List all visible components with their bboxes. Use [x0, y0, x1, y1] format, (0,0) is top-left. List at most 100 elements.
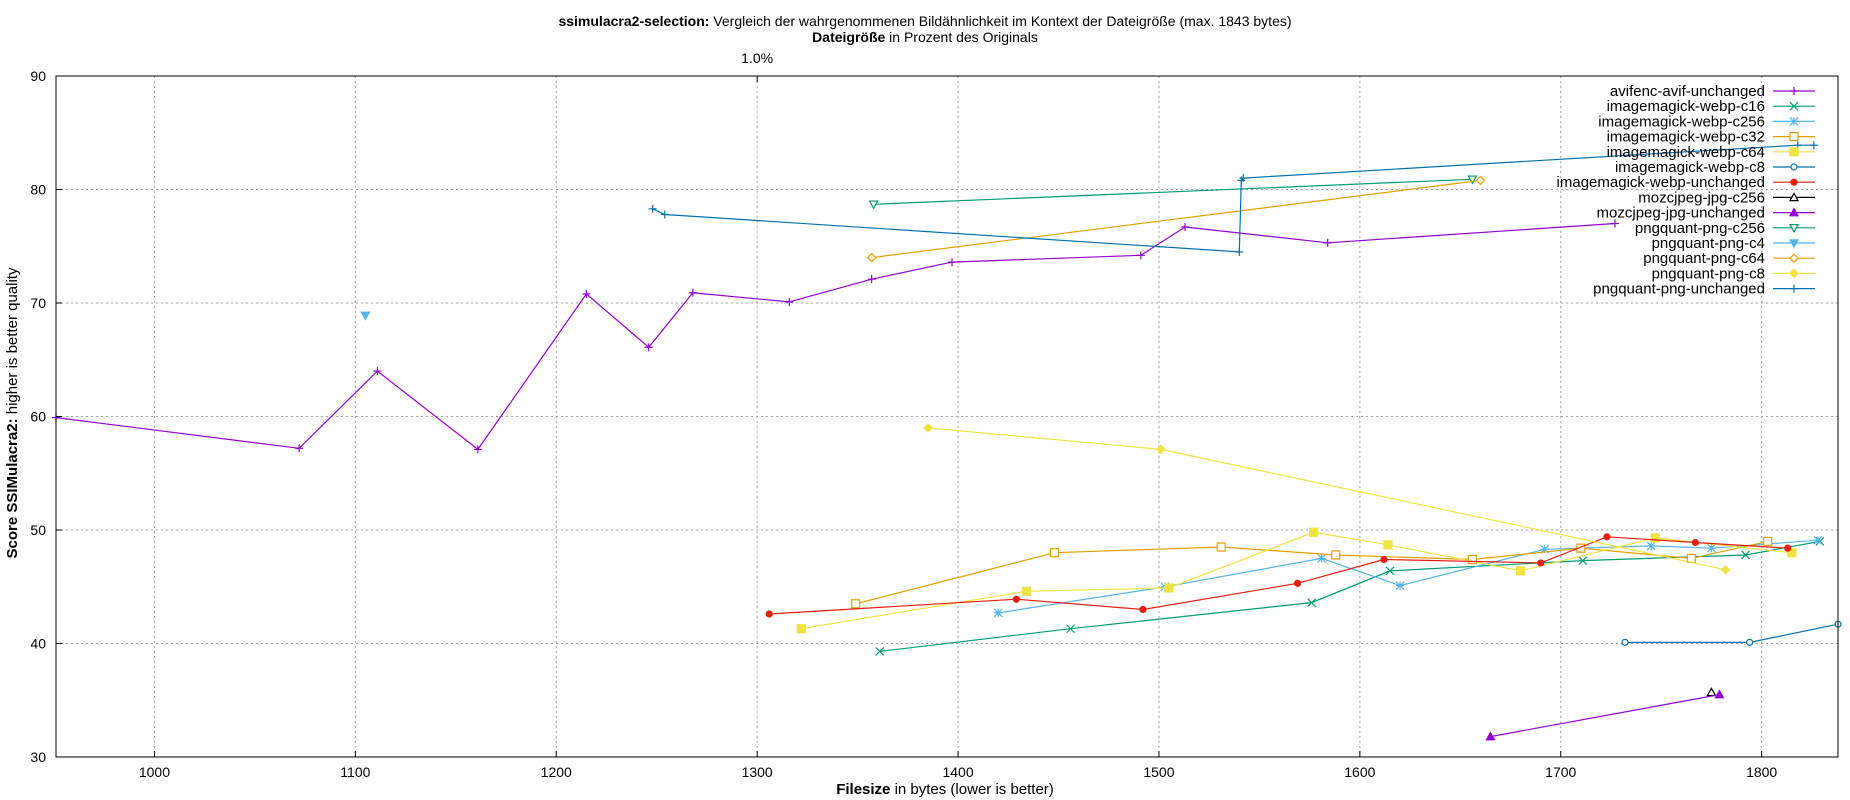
- data-point: [1331, 550, 1341, 560]
- series-line: [871, 179, 1481, 259]
- data-point: [1467, 554, 1477, 565]
- series-mozcjpeg-jpg-unchanged: [1485, 689, 1725, 741]
- x2-tick-label: 1.0%: [741, 50, 773, 66]
- legend: avifenc-avif-unchangedimagemagick-webp-c…: [1557, 83, 1815, 298]
- data-point: [1714, 689, 1725, 699]
- x-axis-label-rest: in bytes (lower is better): [890, 781, 1053, 798]
- data-point: [1790, 178, 1798, 186]
- legend-label: imagemagick-webp-unchanged: [1557, 174, 1765, 191]
- y-tick-label: 50: [30, 522, 46, 538]
- series-line: [873, 178, 1473, 205]
- legend-label: mozcjpeg-jpg-unchanged: [1597, 205, 1765, 222]
- legend-label: imagemagick-webp-c8: [1615, 159, 1765, 176]
- series-imagemagick-webp-c256: [993, 535, 1823, 618]
- data-point: [1707, 543, 1716, 553]
- series-pngquant-png-unchanged: [648, 141, 1818, 256]
- data-point: [1021, 586, 1031, 596]
- data-point: [850, 599, 861, 609]
- data-point: [1380, 555, 1388, 564]
- chart-subtitle-rest: in Prozent des Originals: [885, 29, 1038, 45]
- data-point: [648, 204, 657, 213]
- data-point: [1686, 553, 1696, 563]
- data-point: [1787, 548, 1797, 558]
- data-point: [1790, 284, 1798, 293]
- data-point: [473, 445, 482, 454]
- data-point: [582, 289, 591, 298]
- data-point: [1603, 533, 1611, 541]
- legend-entry: pngquant-png-c64: [1643, 250, 1815, 267]
- data-point: [993, 608, 1003, 618]
- legend-label: pngquant-png-c64: [1643, 250, 1765, 267]
- data-point: [867, 275, 876, 284]
- series-mozcjpeg-jpg-c256: [1706, 687, 1717, 697]
- data-point: [644, 343, 653, 352]
- series-pngquant-png-c4: [360, 311, 371, 321]
- top-axis: 1.0%: [741, 50, 773, 82]
- data-point: [1763, 536, 1773, 546]
- data-point: [1164, 583, 1174, 593]
- series-imagemagick-webp-c64: [796, 527, 1797, 634]
- series-line: [769, 536, 1788, 615]
- legend-entry: imagemagick-webp-c64: [1607, 144, 1815, 161]
- legend-label: imagemagick-webp-c256: [1598, 113, 1765, 130]
- data-point: [1293, 579, 1302, 587]
- series-line: [998, 539, 1818, 614]
- chart-header: ssimulacra2-selection: Vergleich der wah…: [558, 13, 1291, 45]
- data-point: [1216, 542, 1226, 552]
- data-point: [1323, 238, 1332, 247]
- data-point: [1049, 548, 1060, 558]
- y-tick-label: 60: [30, 409, 46, 425]
- data-point: [1789, 268, 1799, 279]
- x-tick-label: 1300: [742, 764, 773, 780]
- series-line: [1490, 694, 1720, 738]
- chart-title-rest: Vergleich der wahrgenommenen Bildähnlich…: [709, 13, 1291, 29]
- x-tick-label: 1800: [1746, 764, 1777, 780]
- legend-label: pngquant-png-unchanged: [1593, 281, 1765, 298]
- series-pngquant-png-c8: [923, 423, 1731, 575]
- series-line: [801, 531, 1792, 630]
- legend-label: mozcjpeg-jpg-c256: [1638, 189, 1765, 206]
- x-tick-label: 1700: [1545, 764, 1576, 780]
- chart-subtitle: Dateigröße in Prozent des Originals: [812, 29, 1038, 45]
- legend-entry: imagemagick-webp-unchanged: [1557, 174, 1815, 191]
- data-point: [1537, 559, 1545, 567]
- legend-label: imagemagick-webp-c64: [1607, 144, 1765, 161]
- data-point: [1515, 566, 1526, 576]
- data-point: [1611, 219, 1619, 228]
- series-imagemagick-webp-c8: [1621, 620, 1842, 646]
- plot-frame: [55, 75, 1839, 758]
- x-tick-label: 1400: [942, 764, 973, 780]
- data-point: [796, 624, 806, 634]
- data-point: [1813, 535, 1823, 545]
- series-pngquant-png-c256: [868, 175, 1478, 210]
- legend-label: pngquant-png-c8: [1652, 265, 1765, 282]
- data-point: [1789, 147, 1799, 157]
- data-point: [1789, 132, 1799, 142]
- x-axis-label: Filesize in bytes (lower is better): [836, 781, 1054, 798]
- data-point: [295, 444, 304, 453]
- y-axis-label-rest: higher is better quality: [4, 267, 21, 418]
- data-point: [765, 610, 773, 618]
- data-point: [1741, 550, 1751, 560]
- series-line: [55, 222, 1616, 451]
- data-point: [1706, 687, 1717, 697]
- data-point: [1066, 624, 1075, 634]
- axis-labels: Filesize in bytes (lower is better) Scor…: [4, 267, 1054, 798]
- x-tick-label: 1000: [139, 764, 170, 780]
- legend-label: imagemagick-webp-c16: [1607, 98, 1765, 115]
- data-point: [1789, 101, 1799, 111]
- series-layer: [52, 141, 1842, 741]
- legend-entry: pngquant-png-c4: [1652, 235, 1815, 252]
- series-line: [927, 427, 1726, 571]
- data-point: [1309, 527, 1319, 537]
- data-point: [1156, 444, 1166, 455]
- x-tick-label: 1100: [340, 764, 370, 780]
- legend-entry: imagemagick-webp-c8: [1615, 159, 1815, 176]
- data-point: [1809, 141, 1818, 150]
- data-point: [1385, 566, 1395, 576]
- data-point: [660, 210, 669, 219]
- data-point: [1788, 239, 1800, 249]
- data-point: [688, 288, 697, 297]
- x-tick-label: 1500: [1143, 764, 1174, 780]
- y-tick-label: 70: [30, 295, 46, 311]
